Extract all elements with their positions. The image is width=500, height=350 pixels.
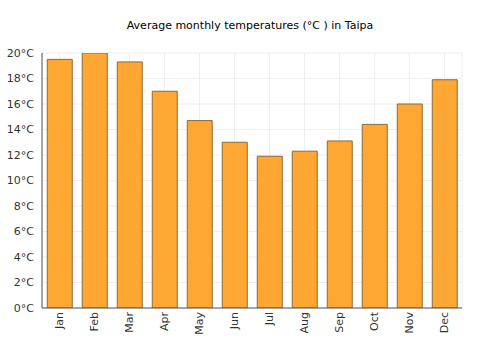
svg-text:Feb: Feb [88, 312, 101, 331]
svg-text:2°C: 2°C [14, 276, 34, 289]
svg-text:0°C: 0°C [14, 302, 34, 315]
svg-text:18°C: 18°C [8, 72, 34, 85]
svg-text:Jul: Jul [263, 312, 276, 326]
svg-text:14°C: 14°C [8, 123, 34, 136]
svg-text:4°C: 4°C [14, 251, 34, 264]
svg-text:Sep: Sep [333, 312, 346, 333]
svg-text:Aug: Aug [298, 312, 311, 333]
svg-text:Nov: Nov [403, 312, 416, 334]
svg-text:Apr: Apr [158, 312, 171, 332]
svg-text:Dec: Dec [438, 312, 451, 333]
svg-text:8°C: 8°C [14, 200, 34, 213]
svg-text:6°C: 6°C [14, 225, 34, 238]
svg-text:16°C: 16°C [8, 98, 34, 111]
svg-text:10°C: 10°C [8, 174, 34, 187]
svg-text:Jan: Jan [53, 312, 66, 330]
svg-text:20°C: 20°C [8, 47, 34, 60]
html-text:Average monthly temperatures (: Average monthly temperatures (°C ) in Ta… [126, 19, 374, 32]
svg-text:12°C: 12°C [8, 149, 34, 162]
svg-text:Mar: Mar [123, 312, 136, 333]
svg-text:May: May [193, 312, 206, 335]
svg-text:Oct: Oct [368, 311, 381, 331]
svg-text:Jun: Jun [228, 312, 241, 330]
